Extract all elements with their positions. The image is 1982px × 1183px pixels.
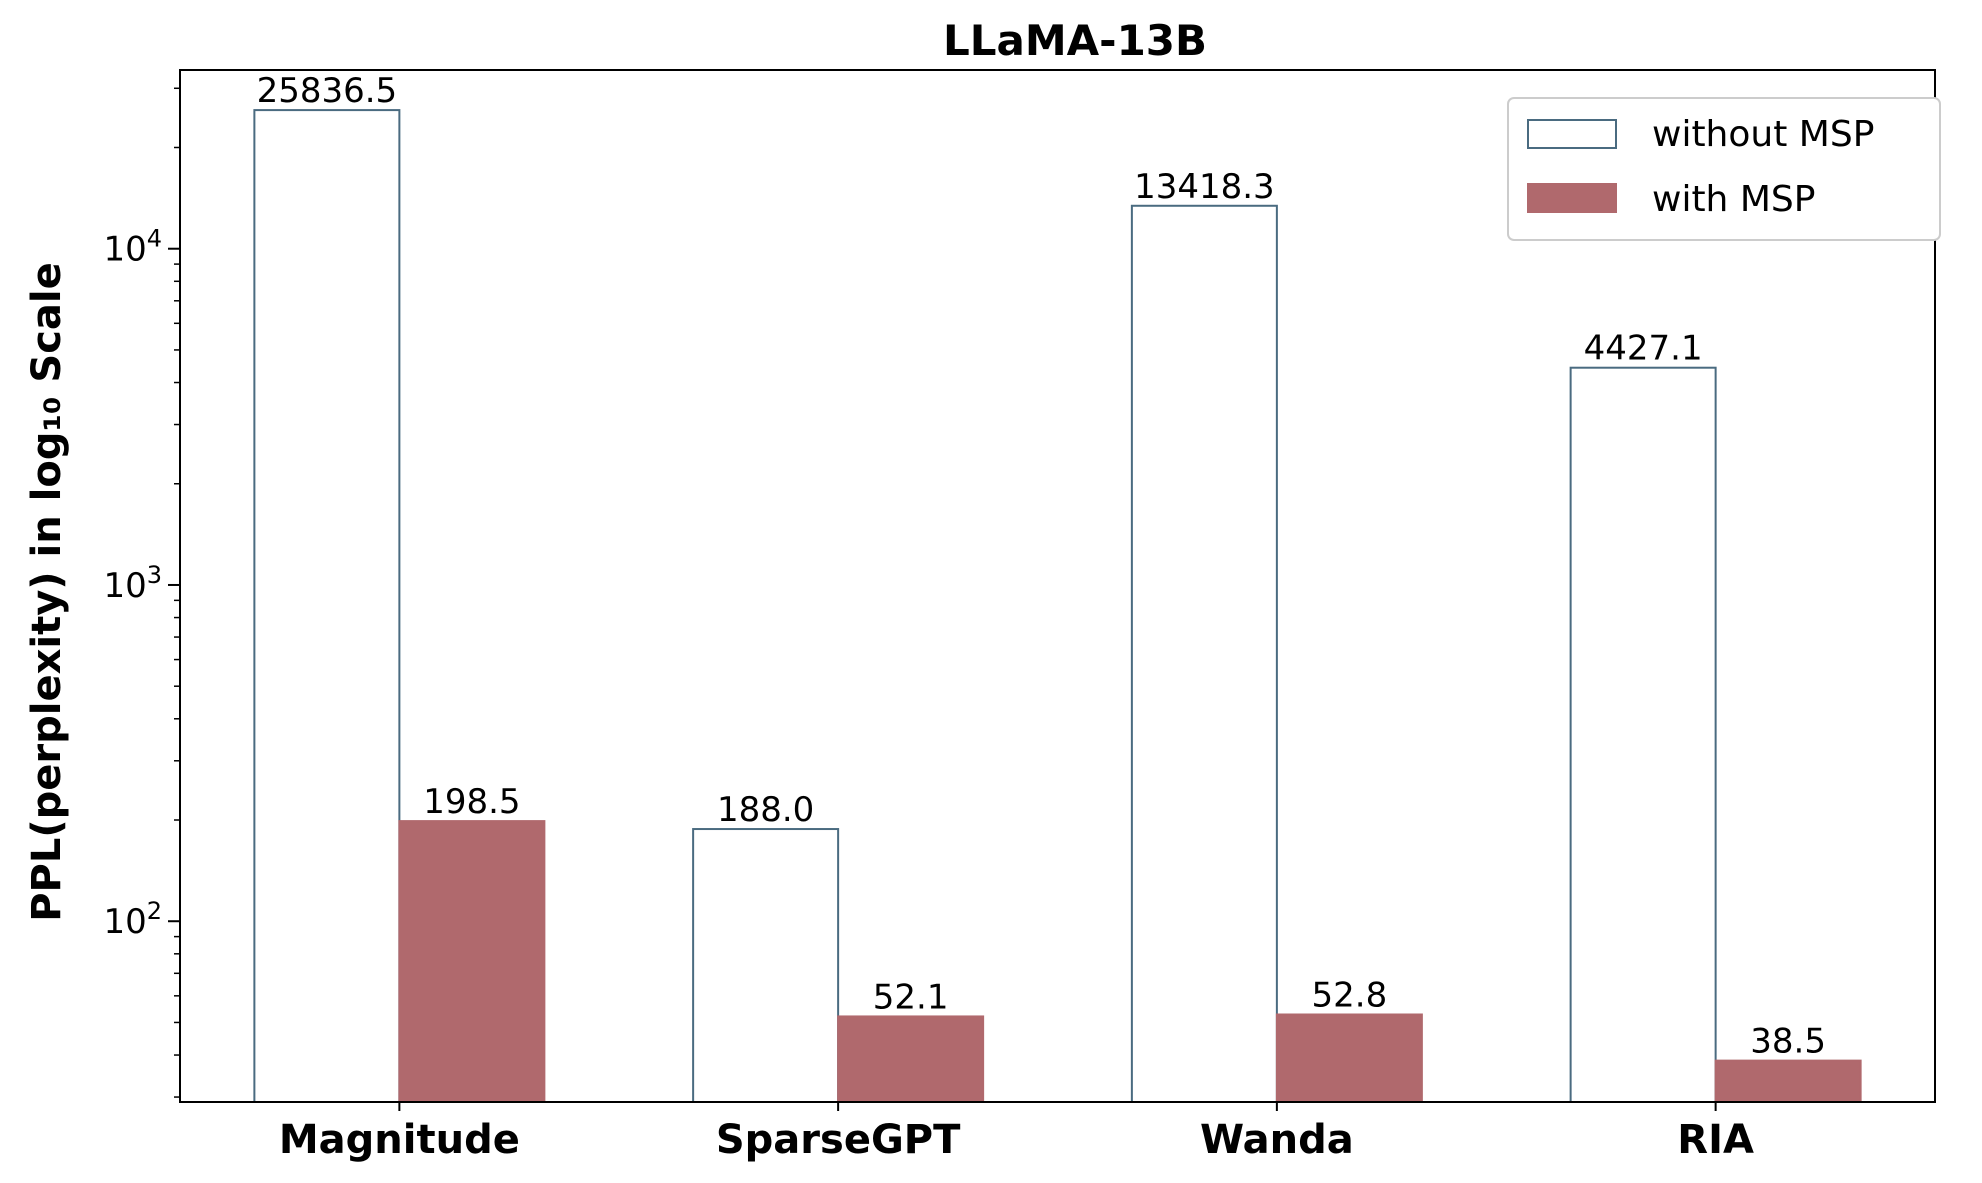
y-axis-label: PPL(perplexity) in log₁₀ Scale — [24, 262, 70, 922]
bar-value-label: 13418.3 — [1134, 167, 1275, 207]
chart-title: LLaMA-13B — [943, 16, 1207, 65]
y-tick-label: 102 — [103, 897, 162, 942]
bar-value-label: 188.0 — [717, 790, 814, 830]
bar-magnitude-with-msp — [398, 820, 546, 1104]
x-tick-label: Magnitude — [279, 1117, 520, 1163]
bar-sparsegpt-with-msp — [837, 1015, 985, 1104]
bar-value-label: 4427.1 — [1584, 329, 1703, 369]
bar-wanda-without-msp — [1130, 204, 1278, 1103]
bar-ria-without-msp — [1569, 366, 1717, 1103]
y-tick-label: 103 — [103, 561, 162, 606]
bar-value-label: 198.5 — [423, 782, 520, 822]
legend-swatch-without-msp — [1527, 119, 1617, 149]
legend-label-with-msp: with MSP — [1652, 179, 1815, 220]
bar-sparsegpt-without-msp — [692, 828, 840, 1103]
bar-ria-with-msp — [1714, 1059, 1862, 1103]
plot-area-frame — [179, 69, 1936, 1103]
bar-value-label: 52.8 — [1312, 975, 1388, 1015]
x-axis-tick-labels: Magnitude SparseGPT Wanda RIA — [279, 1102, 1754, 1163]
bar-wanda-with-msp — [1275, 1013, 1423, 1103]
x-tick-label: SparseGPT — [716, 1117, 961, 1163]
y-tick-label: 104 — [103, 225, 162, 270]
legend: without MSP with MSP — [1507, 97, 1941, 241]
x-tick-label: RIA — [1677, 1117, 1754, 1163]
legend-label-without-msp: without MSP — [1652, 114, 1874, 155]
x-tick-label: Wanda — [1200, 1117, 1354, 1163]
bars-layer: 25836.5 198.5 188.0 52.1 13418.3 52.8 4427.1 38… — [253, 71, 1862, 1104]
bar-value-label: 25836.5 — [257, 71, 398, 111]
legend-swatch-with-msp — [1527, 183, 1617, 213]
bar-magnitude-without-msp — [253, 109, 401, 1103]
bar-value-label: 52.1 — [873, 977, 949, 1017]
bar-value-label: 38.5 — [1750, 1022, 1826, 1062]
y-axis-ticks: 102 103 104 — [103, 87, 180, 1098]
